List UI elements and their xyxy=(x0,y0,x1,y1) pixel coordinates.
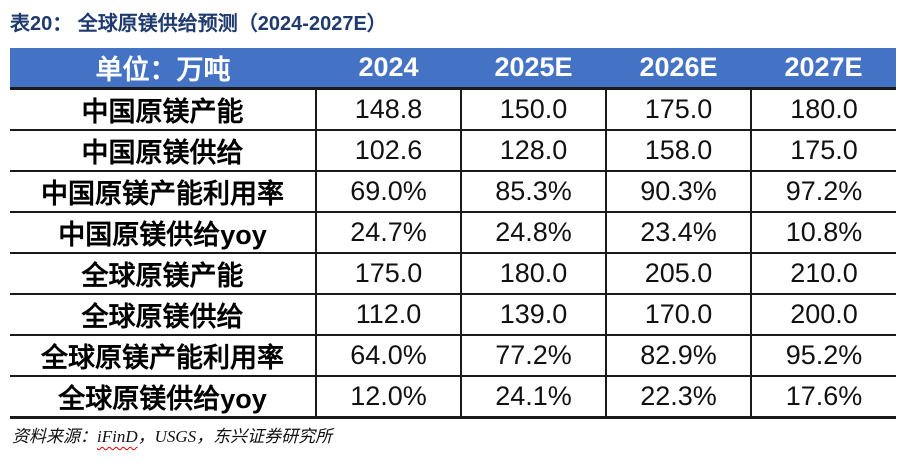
cell-value: 175.0 xyxy=(605,87,752,131)
cell-value: 175.0 xyxy=(315,252,462,295)
table-row: 全球原镁供给 112.0 139.0 170.0 200.0 xyxy=(10,293,896,336)
table-title: 表20： 全球原镁供给预测（2024-2027E） xyxy=(10,13,387,35)
table-row: 中国原镁供给yoy 24.7% 24.8% 23.4% 10.8% xyxy=(10,211,896,254)
row-label: 中国原镁供给yoy xyxy=(10,211,317,254)
source-rest: ，USGS，东兴证券研究所 xyxy=(137,427,333,446)
cell-value: 64.0% xyxy=(315,334,462,377)
table-row: 中国原镁供给 102.6 128.0 158.0 175.0 xyxy=(10,129,896,172)
table-row: 全球原镁供给yoy 12.0% 24.1% 22.3% 17.6% xyxy=(10,375,896,419)
table-row: 中国原镁产能 148.8 150.0 175.0 180.0 xyxy=(10,87,896,131)
cell-value: 139.0 xyxy=(460,293,607,336)
cell-value: 170.0 xyxy=(605,293,752,336)
cell-value: 22.3% xyxy=(605,375,752,419)
cell-value: 24.8% xyxy=(460,211,607,254)
cell-value: 12.0% xyxy=(315,375,462,419)
cell-value: 77.2% xyxy=(460,334,607,377)
row-label: 全球原镁产能利用率 xyxy=(10,334,317,377)
header-row: 单位：万吨 2024 2025E 2026E 2027E xyxy=(10,48,896,90)
unit-header-cell: 单位：万吨 xyxy=(10,48,316,90)
cell-value: 23.4% xyxy=(605,211,752,254)
cell-value: 205.0 xyxy=(605,252,752,295)
cell-value: 24.1% xyxy=(460,375,607,419)
cell-value: 180.0 xyxy=(460,252,607,295)
cell-value: 17.6% xyxy=(750,375,896,419)
year-header-2027e: 2027E xyxy=(751,48,896,90)
year-header-2026e: 2026E xyxy=(606,48,751,90)
row-label: 中国原镁供给 xyxy=(10,129,317,172)
row-label: 全球原镁产能 xyxy=(10,252,317,295)
cell-value: 69.0% xyxy=(315,170,462,213)
row-label: 中国原镁产能利用率 xyxy=(10,170,317,213)
table-row: 全球原镁产能 175.0 180.0 205.0 210.0 xyxy=(10,252,896,295)
year-header-2025e: 2025E xyxy=(461,48,606,90)
cell-value: 82.9% xyxy=(605,334,752,377)
cell-value: 85.3% xyxy=(460,170,607,213)
cell-value: 150.0 xyxy=(460,87,607,131)
cell-value: 10.8% xyxy=(750,211,896,254)
cell-value: 210.0 xyxy=(750,252,896,295)
source-attribution: 资料来源：iFinD，USGS，东兴证券研究所 xyxy=(12,422,332,447)
cell-value: 148.8 xyxy=(315,87,462,131)
cell-value: 200.0 xyxy=(750,293,896,336)
table-row: 中国原镁产能利用率 69.0% 85.3% 90.3% 97.2% xyxy=(10,170,896,213)
cell-value: 180.0 xyxy=(750,87,896,131)
cell-value: 112.0 xyxy=(315,293,462,336)
year-header-2024: 2024 xyxy=(316,48,461,90)
cell-value: 102.6 xyxy=(315,129,462,172)
row-label: 全球原镁供给 xyxy=(10,293,317,336)
cell-value: 95.2% xyxy=(750,334,896,377)
cell-value: 90.3% xyxy=(605,170,752,213)
cell-value: 158.0 xyxy=(605,129,752,172)
row-label: 全球原镁供给yoy xyxy=(10,375,317,419)
source-prefix: 资料来源： xyxy=(12,427,97,446)
cell-value: 97.2% xyxy=(750,170,896,213)
source-misspelled-word: iFinD xyxy=(97,427,138,446)
cell-value: 24.7% xyxy=(315,211,462,254)
cell-value: 175.0 xyxy=(750,129,896,172)
supply-forecast-table: 单位：万吨 2024 2025E 2026E 2027E 中国原镁产能 148.… xyxy=(10,48,896,419)
table-row: 全球原镁产能利用率 64.0% 77.2% 82.9% 95.2% xyxy=(10,334,896,377)
row-label: 中国原镁产能 xyxy=(10,87,317,131)
cell-value: 128.0 xyxy=(460,129,607,172)
